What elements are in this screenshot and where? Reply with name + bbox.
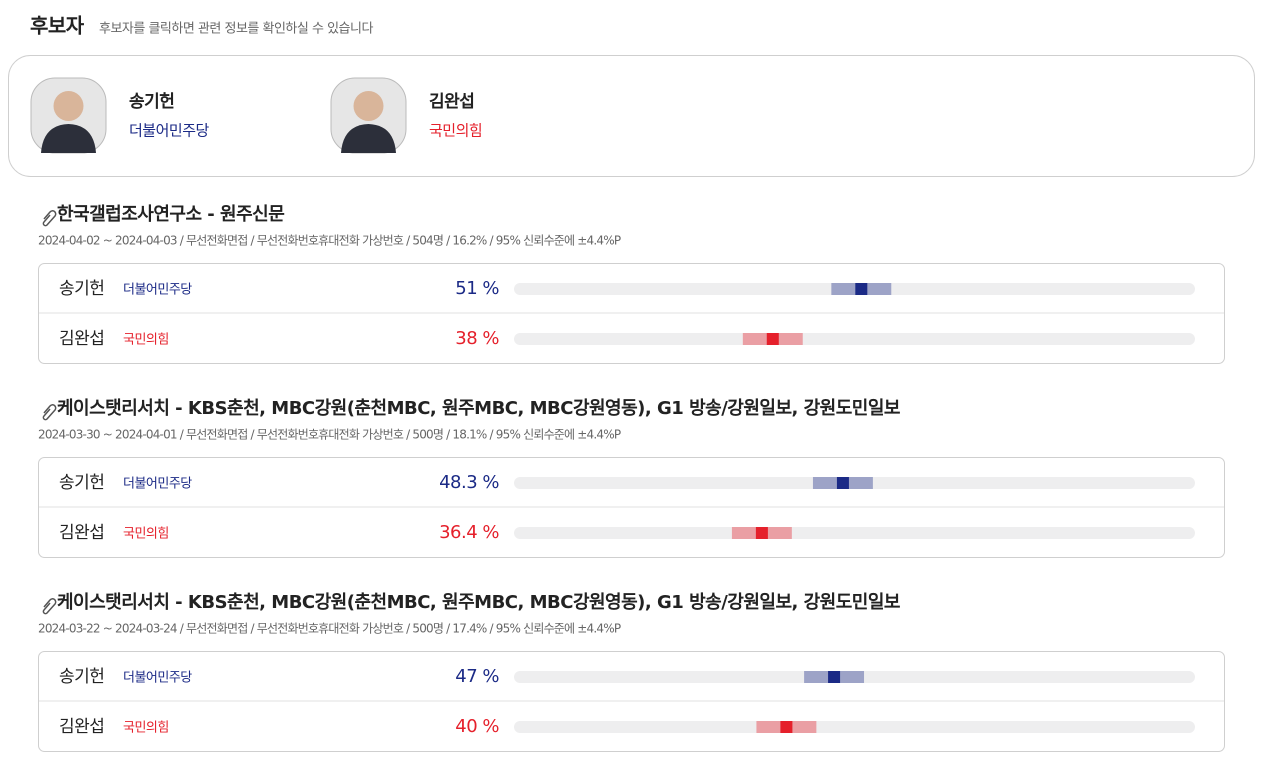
value-marker (766, 333, 779, 345)
clip-icon (42, 404, 57, 421)
photo-head (53, 91, 84, 121)
value-marker (828, 671, 841, 683)
result-party: 더불어민주당 (123, 671, 192, 686)
result-name: 송기헌 (59, 279, 104, 299)
bar-track (514, 283, 1195, 295)
result-value: 40 % (455, 716, 499, 737)
result-party: 국민의힘 (123, 721, 169, 736)
result-value: 47 % (455, 666, 499, 687)
result-party: 국민의힘 (123, 527, 169, 542)
result-name: 김완섭 (59, 717, 104, 737)
photo-head (353, 91, 384, 121)
value-marker (855, 283, 868, 295)
result-name: 송기헌 (59, 667, 104, 687)
bar-track (514, 721, 1195, 733)
value-marker (836, 477, 849, 489)
candidate-name[interactable]: 김완섭 (429, 92, 475, 112)
result-party: 더불어민주당 (123, 477, 192, 492)
poll-meta: 2024-04-02 ~ 2024-04-03 / 무선전화면접 / 무선전화번… (38, 234, 621, 248)
result-party: 국민의힘 (123, 333, 169, 348)
bar-track (514, 671, 1195, 683)
poll-title: 케이스탯리서치 - KBS춘천, MBC강원(춘천MBC, 원주MBC, MBC… (57, 592, 900, 613)
bar-track (514, 527, 1195, 539)
candidate-name[interactable]: 송기헌 (129, 92, 175, 112)
result-name: 김완섭 (59, 329, 104, 349)
result-name: 송기헌 (59, 473, 104, 493)
result-value: 51 % (455, 278, 499, 299)
result-party: 더불어민주당 (123, 283, 192, 298)
candidate-party: 더불어민주당 (129, 122, 210, 140)
value-marker (780, 721, 793, 733)
poll-meta: 2024-03-30 ~ 2024-04-01 / 무선전화면접 / 무선전화번… (38, 428, 621, 442)
bar-track (514, 477, 1195, 489)
poll-title: 한국갤럽조사연구소 - 원주신문 (57, 204, 284, 225)
photo-suit (41, 124, 96, 153)
result-value: 48.3 % (439, 472, 499, 493)
section-subtitle: 후보자를 클릭하면 관련 정보를 확인하실 수 있습니다 (99, 22, 373, 37)
bar-track (514, 333, 1195, 345)
section-title: 후보자 (30, 14, 85, 38)
clip-icon (42, 598, 57, 615)
value-marker (755, 527, 768, 539)
poll-title: 케이스탯리서치 - KBS춘천, MBC강원(춘천MBC, 원주MBC, MBC… (57, 398, 900, 419)
poll-meta: 2024-03-22 ~ 2024-03-24 / 무선전화면접 / 무선전화번… (38, 622, 621, 636)
result-value: 38 % (455, 328, 499, 349)
result-value: 36.4 % (439, 522, 499, 543)
clip-icon (42, 210, 57, 227)
candidate-panel (8, 55, 1255, 177)
photo-suit (341, 124, 396, 153)
candidate-party: 국민의힘 (429, 122, 482, 140)
result-name: 김완섭 (59, 523, 104, 543)
